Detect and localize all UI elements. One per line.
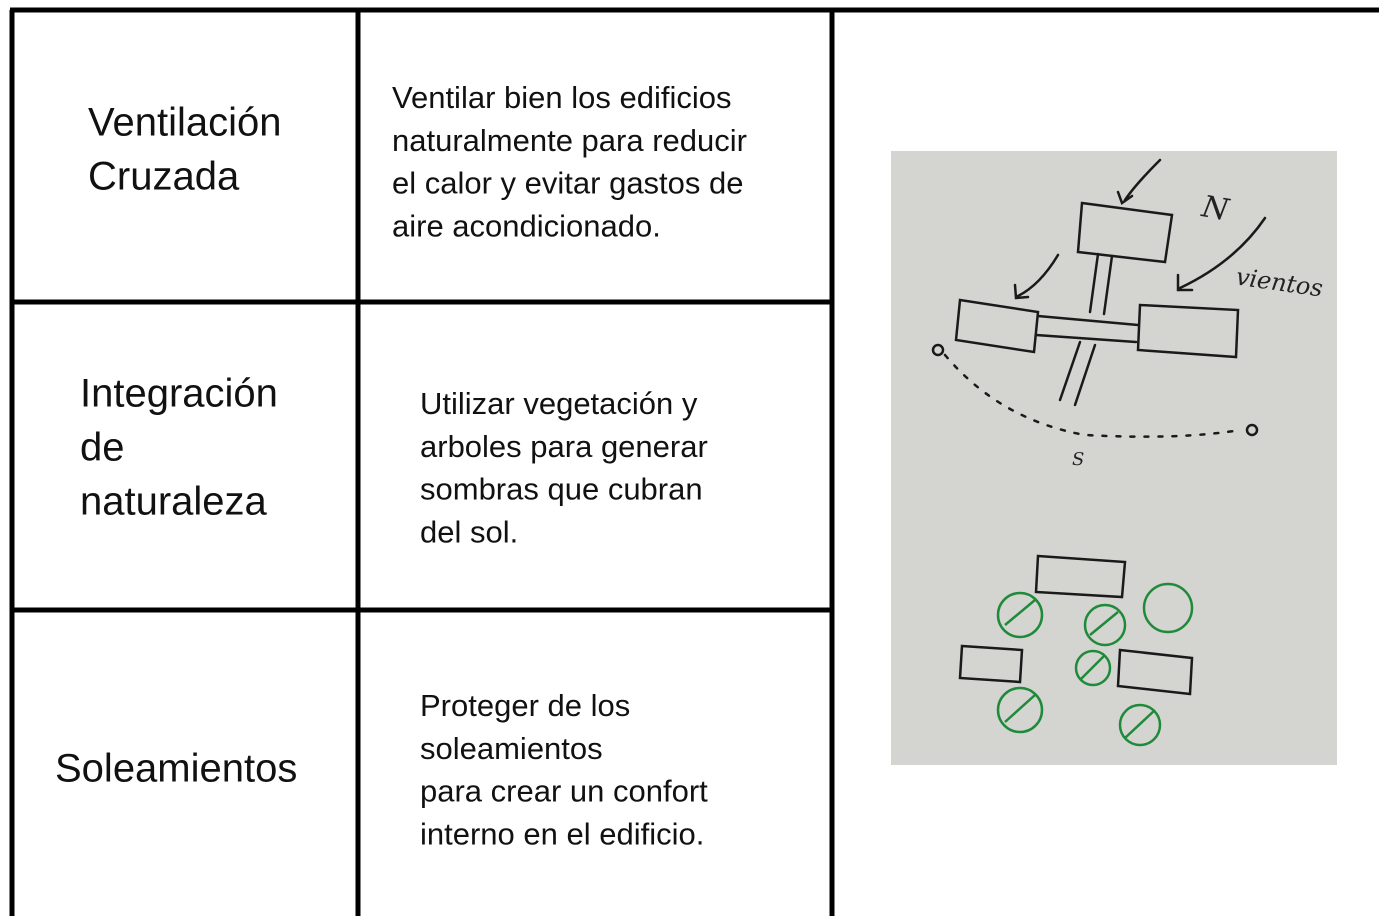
row-label: Integración bbox=[80, 372, 278, 416]
row-description: del sol. bbox=[420, 514, 518, 549]
row-description: el calor y evitar gastos de bbox=[392, 166, 744, 201]
row-description: para crear un confort bbox=[420, 774, 708, 809]
row-label: de bbox=[80, 426, 125, 470]
row-label: Cruzada bbox=[88, 155, 240, 199]
row-description: soleamientos bbox=[420, 731, 603, 766]
row-description: aire acondicionado. bbox=[392, 208, 661, 243]
row-label: naturaleza bbox=[80, 480, 268, 524]
row-label: Soleamientos bbox=[55, 747, 297, 791]
row-label: Ventilación bbox=[88, 101, 281, 145]
row-description: Proteger de los bbox=[420, 688, 630, 723]
table-grid bbox=[9, 7, 1379, 916]
row-description: naturalmente para reducir bbox=[392, 123, 747, 158]
row-description: Utilizar vegetación y bbox=[420, 386, 698, 421]
row-description: Ventilar bien los edificios bbox=[392, 80, 731, 115]
sketch-photo bbox=[891, 151, 1337, 765]
row-description: arboles para generar bbox=[420, 429, 708, 464]
sketch-label: S bbox=[1072, 449, 1084, 470]
row-description: sombras que cubran bbox=[420, 472, 703, 507]
row-description: interno en el edificio. bbox=[420, 816, 704, 851]
